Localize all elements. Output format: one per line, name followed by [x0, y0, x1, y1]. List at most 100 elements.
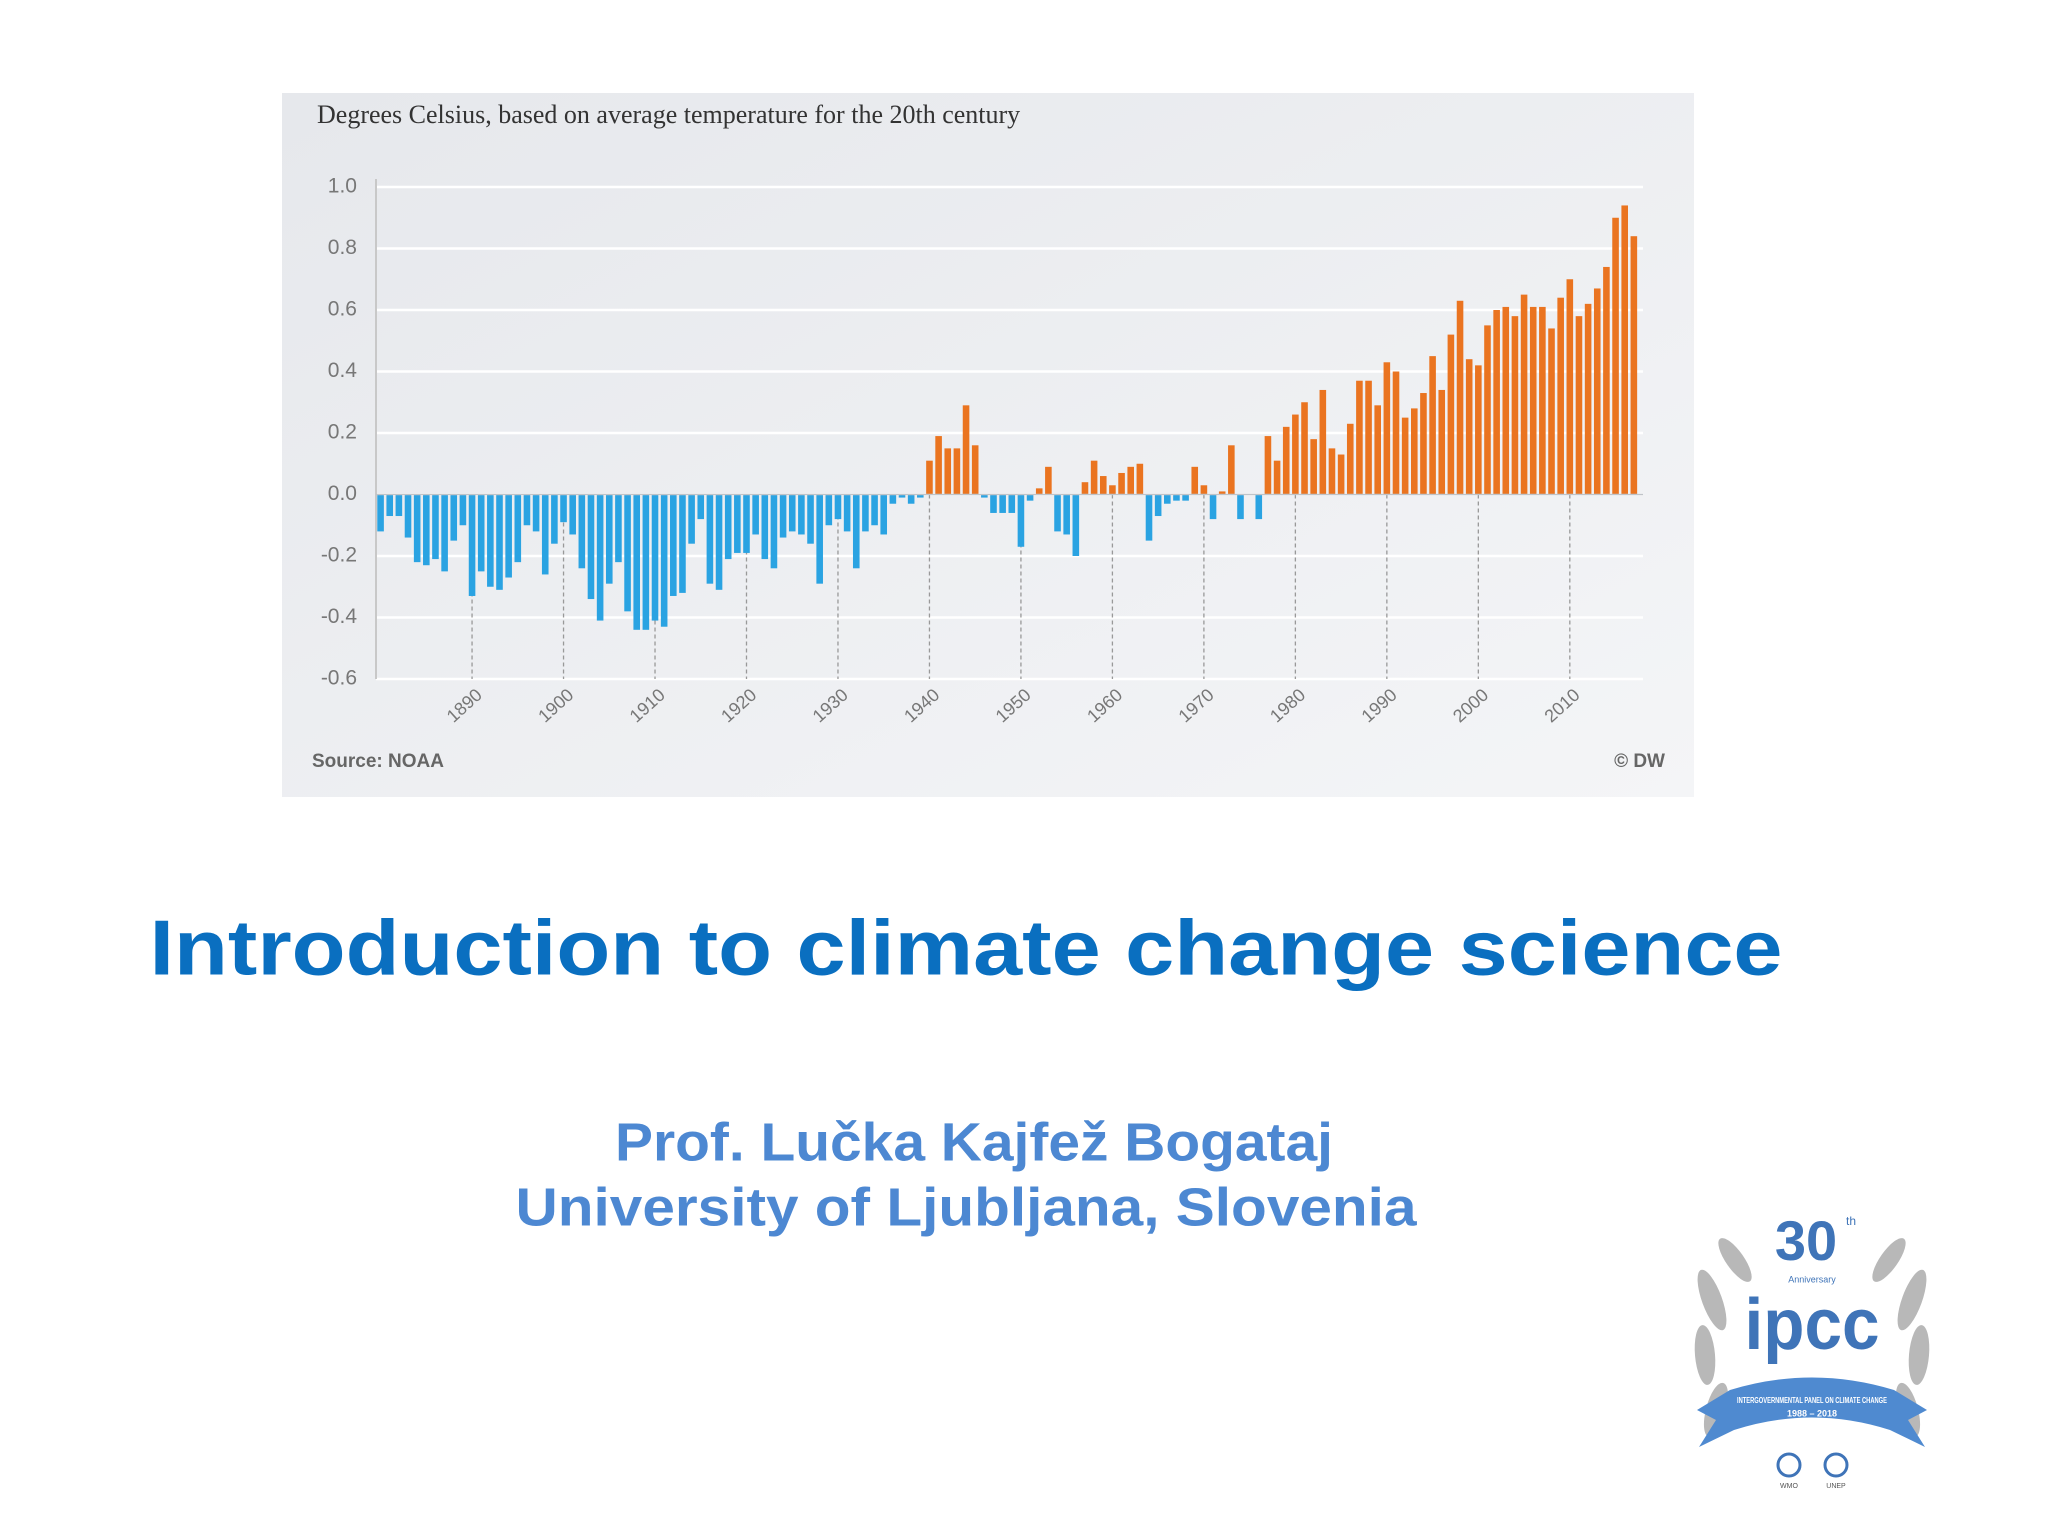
bar — [523, 494, 531, 526]
bar — [670, 494, 677, 596]
bar — [651, 494, 659, 621]
y-tick-label: -0.2 — [321, 544, 357, 567]
logo-suffix: th — [1846, 1214, 1856, 1228]
bar — [1603, 266, 1610, 495]
bar — [1346, 423, 1354, 495]
bar — [596, 494, 604, 621]
bar — [1118, 472, 1125, 495]
bar — [1200, 485, 1208, 495]
bar — [1191, 466, 1199, 495]
slide-title: Introduction to climate change science — [150, 904, 1783, 992]
bar — [633, 494, 641, 630]
bar — [1584, 303, 1592, 495]
bar — [459, 494, 467, 526]
bar — [834, 494, 842, 520]
bar — [788, 494, 796, 532]
bar — [1301, 402, 1308, 495]
laurel — [1694, 1238, 1930, 1438]
bar — [569, 494, 576, 535]
bar — [898, 494, 906, 498]
bar — [1548, 328, 1555, 495]
bar — [1566, 279, 1574, 495]
bar — [1447, 334, 1455, 495]
bar — [825, 494, 833, 526]
y-tick-label: 0.6 — [328, 298, 357, 321]
bar — [688, 494, 695, 544]
bar — [944, 448, 952, 495]
bar — [999, 494, 1006, 513]
bar — [487, 494, 494, 587]
bar — [1273, 460, 1281, 495]
bar — [1292, 414, 1299, 495]
bar — [743, 494, 750, 553]
bar — [990, 494, 997, 513]
logo-ribbon — [1697, 1377, 1927, 1447]
bar — [1484, 325, 1491, 495]
bar — [560, 494, 567, 523]
ipcc-logo: 30 th Anniversary ipcc INTERGOVERNMENTAL… — [1694, 1209, 1930, 1490]
bar — [1099, 476, 1107, 495]
bar — [971, 445, 979, 495]
bar — [779, 494, 787, 538]
bar — [541, 494, 549, 575]
bar — [477, 494, 485, 572]
bar — [1337, 454, 1345, 495]
bar — [816, 494, 823, 584]
bar — [1090, 460, 1098, 495]
chart-credit: © DW — [1614, 751, 1665, 772]
bar — [1282, 426, 1290, 495]
bar — [1411, 408, 1418, 495]
bar — [386, 494, 394, 517]
logo-years: 1988 – 2018 — [1787, 1408, 1837, 1418]
bar — [752, 494, 759, 535]
bar — [1630, 236, 1638, 495]
bar — [1264, 436, 1272, 495]
bar — [615, 494, 622, 563]
bar — [734, 494, 741, 553]
bar — [770, 494, 778, 569]
bar — [843, 494, 851, 532]
y-tick-label: 0.0 — [328, 482, 357, 505]
bar — [917, 494, 924, 498]
bar — [953, 448, 961, 495]
bar — [1401, 417, 1409, 495]
bar — [1026, 494, 1034, 501]
bar — [624, 494, 631, 612]
bar — [441, 494, 448, 572]
bar — [660, 494, 668, 627]
bar — [1374, 405, 1382, 495]
y-tick-label: -0.4 — [321, 605, 358, 628]
bar — [761, 494, 769, 560]
bar — [605, 494, 613, 584]
bar — [1593, 288, 1601, 495]
bar — [578, 494, 586, 569]
bar — [1237, 494, 1244, 520]
bar — [1109, 485, 1116, 495]
bar — [1209, 494, 1217, 520]
bar — [862, 494, 869, 532]
bar — [871, 494, 878, 526]
bar — [1035, 488, 1043, 495]
wmo-emblem — [1776, 1452, 1802, 1478]
bar — [1465, 359, 1473, 495]
bar — [907, 494, 915, 504]
bar — [1063, 494, 1070, 535]
bar — [1612, 217, 1619, 495]
bar — [1529, 306, 1537, 495]
bar — [1438, 389, 1446, 495]
bar — [1127, 466, 1135, 495]
bar — [1255, 494, 1263, 520]
bar — [1520, 294, 1528, 495]
y-tick-label: 0.2 — [328, 421, 357, 444]
bar — [377, 494, 384, 532]
y-tick-label: 0.4 — [328, 359, 358, 382]
affiliation: University of Ljubljana, Slovenia — [516, 1177, 1418, 1237]
bar — [432, 494, 439, 560]
bar — [1328, 448, 1336, 495]
bar — [697, 494, 705, 520]
bar — [413, 494, 421, 563]
chart-subtitle: Degrees Celsius, based on average temper… — [317, 100, 1020, 129]
bar — [1621, 205, 1628, 495]
bar — [532, 494, 540, 532]
bar — [1173, 494, 1180, 501]
